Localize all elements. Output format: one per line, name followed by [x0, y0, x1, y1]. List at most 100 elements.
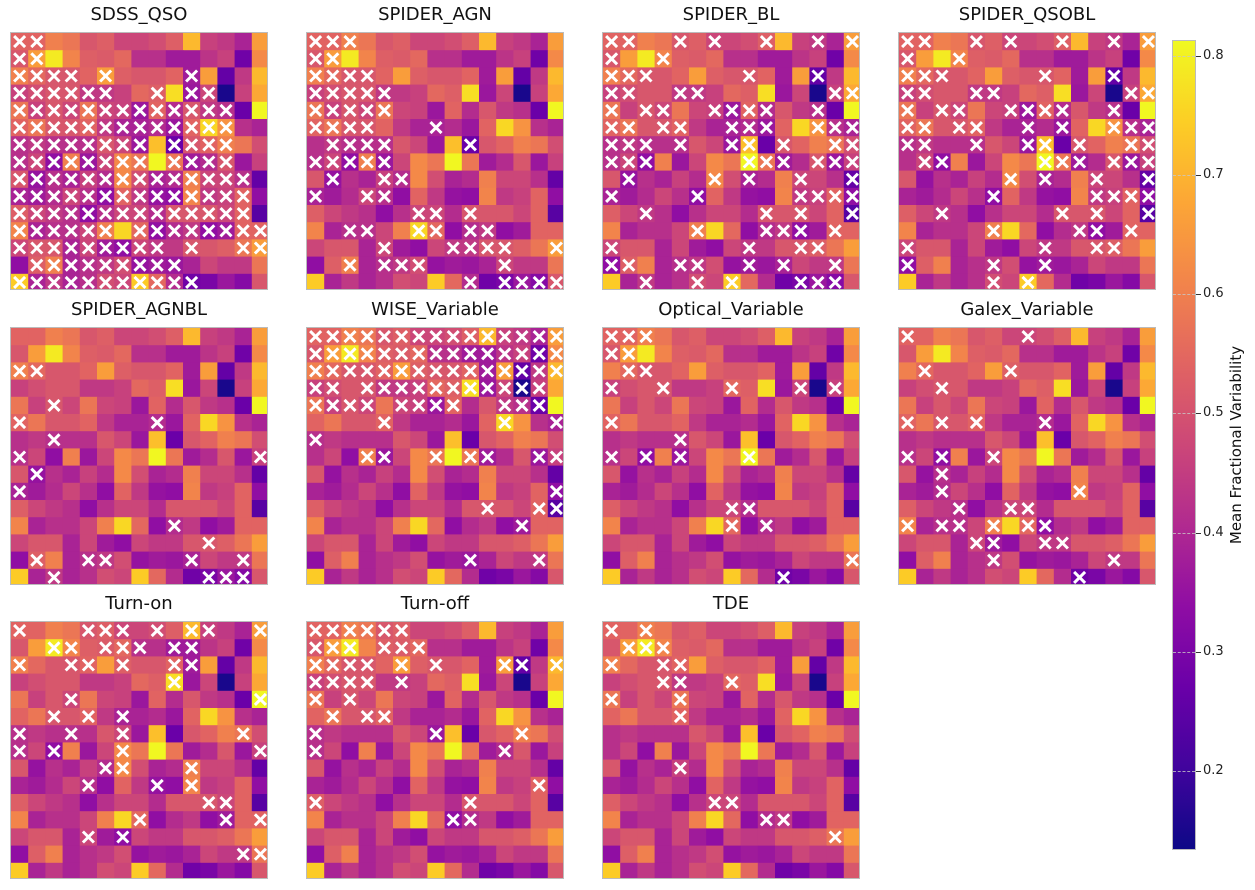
- x-marker: [13, 416, 27, 430]
- x-marker: [952, 103, 966, 117]
- x-marker: [202, 103, 216, 117]
- x-marker: [952, 121, 966, 135]
- heatmap-cell: [251, 639, 267, 657]
- heatmap-cell: [427, 50, 446, 68]
- heatmap-cell: [740, 776, 759, 795]
- heatmap-cell: [114, 67, 132, 86]
- heatmap-cell: [757, 414, 776, 432]
- heatmap-cell: [1071, 101, 1089, 120]
- heatmap-cell: [427, 101, 446, 120]
- heatmap-cell: [967, 273, 986, 289]
- heatmap-cell: [393, 534, 411, 553]
- heatmap-cell: [97, 448, 115, 467]
- x-marker: [219, 796, 233, 810]
- x-marker: [412, 381, 426, 395]
- heatmap-cell: [530, 222, 549, 240]
- heatmap-cell: [843, 448, 859, 467]
- heatmap-cell: [671, 414, 690, 432]
- heatmap-cell: [792, 828, 810, 847]
- heatmap-cell: [1071, 205, 1089, 223]
- heatmap-cell: [1036, 379, 1055, 398]
- heatmap-cell: [620, 845, 638, 864]
- x-marker: [412, 224, 426, 238]
- heatmap-cell: [393, 845, 411, 864]
- x-marker: [845, 207, 859, 221]
- heatmap-cell: [530, 170, 549, 189]
- heatmap-cell: [496, 119, 514, 137]
- heatmap-cell: [358, 742, 377, 761]
- x-marker: [64, 103, 78, 117]
- heatmap-cell: [114, 328, 132, 346]
- x-marker: [1038, 172, 1052, 186]
- heatmap-cell: [1139, 273, 1155, 289]
- x-marker: [360, 450, 374, 464]
- heatmap-cell: [28, 862, 46, 878]
- heatmap-cell: [967, 568, 986, 584]
- x-marker: [759, 35, 773, 49]
- heatmap-cell: [461, 187, 480, 206]
- heatmap-cell: [131, 794, 150, 812]
- x-marker: [185, 761, 199, 775]
- heatmap-cell: [620, 187, 638, 206]
- heatmap-cell: [165, 414, 184, 432]
- heatmap-cell: [165, 84, 184, 103]
- x-marker: [481, 224, 495, 238]
- x-marker: [901, 450, 915, 464]
- x-marker: [1124, 155, 1138, 169]
- heatmap-cell: [358, 273, 377, 289]
- heatmap-cell: [183, 828, 201, 847]
- heatmap-cell: [1122, 431, 1141, 449]
- heatmap-cell: [148, 794, 167, 812]
- heatmap-cell: [393, 50, 411, 68]
- heatmap-cell: [97, 345, 115, 363]
- heatmap-cell: [547, 170, 563, 189]
- x-marker: [481, 381, 495, 395]
- heatmap-cell: [689, 345, 707, 363]
- x-marker: [185, 778, 199, 792]
- heatmap-cell: [826, 328, 845, 346]
- heatmap-cell: [689, 205, 707, 223]
- heatmap-cell: [114, 776, 132, 795]
- heatmap-cell: [251, 500, 267, 518]
- heatmap-cell: [620, 534, 638, 553]
- heatmap-cell: [1071, 431, 1089, 449]
- heatmap-cell: [757, 273, 776, 289]
- heatmap: [898, 32, 1156, 290]
- heatmap-cell: [689, 101, 707, 120]
- heatmap-cell: [792, 153, 810, 172]
- heatmap-cell: [479, 187, 497, 206]
- x-marker: [167, 155, 181, 169]
- heatmap-cell: [809, 742, 828, 761]
- x-marker: [1021, 121, 1035, 135]
- colorbar-tick: [1196, 532, 1201, 534]
- heatmap-cell: [1088, 465, 1106, 484]
- heatmap-cell: [28, 759, 46, 778]
- x-marker: [30, 207, 44, 221]
- heatmap-cell: [547, 725, 563, 743]
- heatmap-cell: [706, 50, 724, 68]
- heatmap-cell: [45, 551, 64, 570]
- x-marker: [605, 189, 619, 203]
- heatmap-cell: [967, 101, 986, 120]
- heatmap-cell: [307, 170, 325, 189]
- heatmap-cell: [1002, 379, 1020, 398]
- heatmap-cell: [200, 551, 218, 570]
- heatmap-cell: [689, 639, 707, 657]
- heatmap-cell: [45, 828, 64, 847]
- heatmap-cell: [444, 187, 463, 206]
- heatmap-cell: [79, 742, 98, 761]
- heatmap-cell: [792, 345, 810, 363]
- heatmap-cell: [654, 845, 673, 864]
- heatmap-cell: [11, 500, 29, 518]
- colorbar-gridline: [1173, 771, 1195, 773]
- heatmap-cell: [1071, 187, 1089, 206]
- heatmap-cell: [723, 465, 742, 484]
- heatmap-cell: [461, 396, 480, 415]
- heatmap-cell: [826, 622, 845, 640]
- heatmap-cell: [513, 153, 532, 172]
- x-marker: [1021, 138, 1035, 152]
- x-marker: [935, 519, 949, 533]
- heatmap-cell: [671, 500, 690, 518]
- heatmap-cell: [217, 362, 236, 381]
- heatmap-cell: [28, 517, 46, 535]
